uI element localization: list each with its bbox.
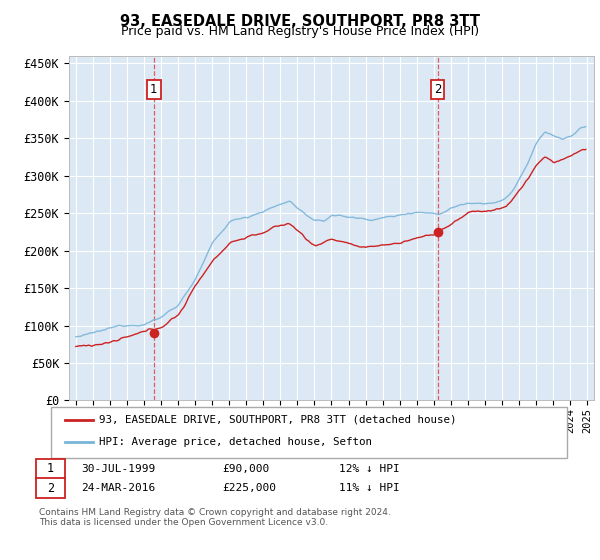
Text: HPI: Average price, detached house, Sefton: HPI: Average price, detached house, Seft… — [99, 437, 372, 447]
Text: 2: 2 — [434, 83, 441, 96]
Text: 24-MAR-2016: 24-MAR-2016 — [81, 483, 155, 493]
Text: 1: 1 — [150, 83, 158, 96]
Text: £90,000: £90,000 — [222, 464, 269, 474]
Text: Price paid vs. HM Land Registry's House Price Index (HPI): Price paid vs. HM Land Registry's House … — [121, 25, 479, 38]
Text: 12% ↓ HPI: 12% ↓ HPI — [339, 464, 400, 474]
Text: 30-JUL-1999: 30-JUL-1999 — [81, 464, 155, 474]
Text: 1: 1 — [47, 462, 54, 475]
Text: 93, EASEDALE DRIVE, SOUTHPORT, PR8 3TT: 93, EASEDALE DRIVE, SOUTHPORT, PR8 3TT — [120, 14, 480, 29]
Text: £225,000: £225,000 — [222, 483, 276, 493]
Text: Contains HM Land Registry data © Crown copyright and database right 2024.
This d: Contains HM Land Registry data © Crown c… — [39, 508, 391, 528]
Text: 93, EASEDALE DRIVE, SOUTHPORT, PR8 3TT (detached house): 93, EASEDALE DRIVE, SOUTHPORT, PR8 3TT (… — [99, 415, 457, 425]
Text: 11% ↓ HPI: 11% ↓ HPI — [339, 483, 400, 493]
Text: 2: 2 — [47, 482, 54, 495]
